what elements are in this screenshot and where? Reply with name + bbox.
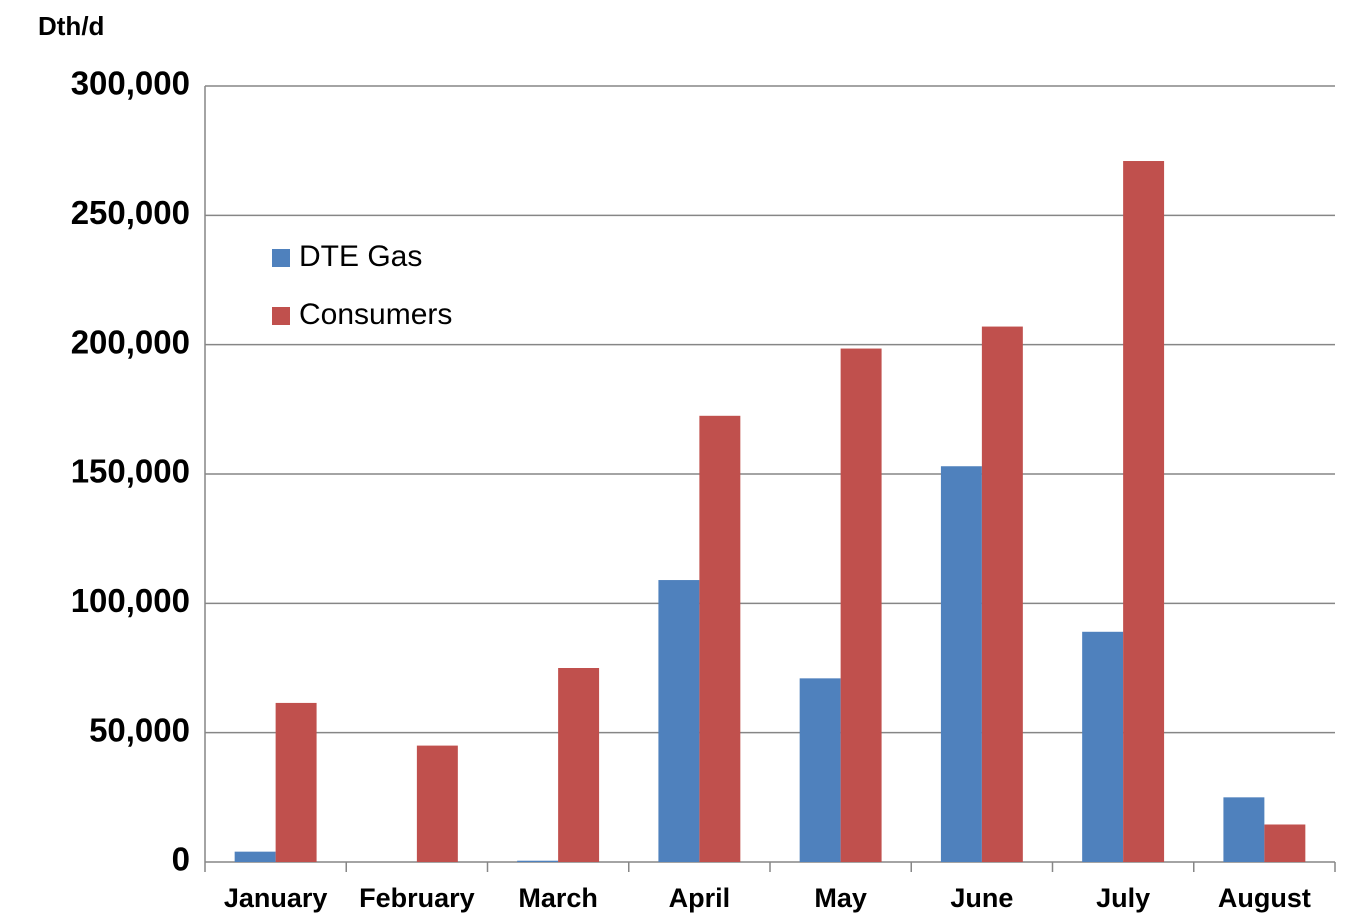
bar bbox=[658, 580, 700, 862]
y-tick-label: 0 bbox=[172, 841, 190, 878]
bar bbox=[416, 745, 458, 862]
x-tick-label: June bbox=[950, 883, 1013, 913]
bar bbox=[1223, 797, 1265, 862]
y-tick-label: 200,000 bbox=[71, 323, 190, 360]
bar bbox=[940, 466, 982, 862]
bar bbox=[234, 851, 276, 862]
bar bbox=[1082, 631, 1124, 862]
x-tick-label: July bbox=[1096, 883, 1150, 913]
bar bbox=[558, 668, 600, 862]
y-tick-label: 250,000 bbox=[71, 194, 190, 231]
y-tick-label: 150,000 bbox=[71, 453, 190, 490]
bar bbox=[1264, 824, 1306, 862]
x-tick-label: February bbox=[359, 883, 475, 913]
y-tick-label: 300,000 bbox=[71, 65, 190, 102]
bar bbox=[840, 348, 882, 863]
legend-label: DTE Gas bbox=[299, 240, 422, 273]
legend-swatch bbox=[272, 307, 290, 325]
bar bbox=[517, 860, 559, 862]
x-tick-label: January bbox=[224, 883, 328, 913]
x-tick-label: August bbox=[1218, 883, 1311, 913]
x-tick-label: March bbox=[518, 883, 598, 913]
bar bbox=[699, 415, 741, 862]
legend-label: Consumers bbox=[299, 298, 452, 331]
bar bbox=[1123, 161, 1165, 863]
bar bbox=[799, 678, 841, 862]
x-tick-label: May bbox=[814, 883, 867, 913]
bar bbox=[275, 702, 317, 862]
x-tick-label: April bbox=[669, 883, 731, 913]
y-tick-label: 50,000 bbox=[89, 711, 190, 748]
y-tick-label: 100,000 bbox=[71, 582, 190, 619]
legend-swatch bbox=[272, 249, 290, 267]
bar bbox=[981, 326, 1023, 862]
y-axis-label: Dth/d bbox=[38, 11, 104, 41]
